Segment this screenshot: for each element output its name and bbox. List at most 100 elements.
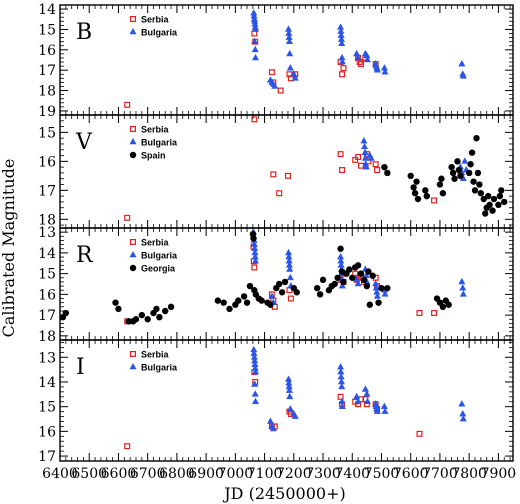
y-tick-label: 19 (38, 104, 56, 120)
data-point-georgia (366, 301, 373, 308)
panel-data (60, 228, 467, 325)
data-point-serbia (358, 61, 365, 68)
data-point-spain (457, 172, 464, 180)
data-point-georgia (258, 297, 265, 304)
data-point-georgia (115, 305, 122, 313)
data-point-georgia (132, 316, 140, 323)
panel-frame (59, 339, 514, 462)
x-tick-label: 7300 (305, 466, 341, 482)
data-point-georgia (138, 311, 146, 319)
data-point-bulgaria (373, 292, 381, 299)
data-point-bulgaria (354, 279, 362, 287)
y-tick-label: 15 (38, 22, 56, 38)
data-point-bulgaria (286, 49, 294, 57)
data-point-bulgaria (361, 385, 369, 392)
legend-marker-serbia (130, 239, 137, 246)
y-tick-label: 13 (38, 350, 56, 366)
data-point-serbia (124, 443, 131, 450)
x-axis-label: JD (2450000+) (222, 484, 345, 503)
x-tick-label: 6600 (101, 466, 137, 482)
data-point-bulgaria (286, 392, 294, 400)
legend-marker-serbia (130, 16, 137, 23)
data-point-georgia (384, 284, 391, 292)
data-point-georgia (319, 276, 327, 284)
data-point-bulgaria (252, 257, 260, 264)
x-tick-label: 7500 (364, 466, 400, 482)
panel-band-label: B (76, 20, 92, 45)
data-point-serbia (124, 214, 131, 221)
data-point-serbia (416, 310, 423, 317)
data-point-bulgaria (363, 390, 371, 397)
data-point-serbia (416, 430, 423, 437)
y-tick-label: 15 (38, 400, 56, 416)
x-axis: 6400650066006700680069007000710072007300… (42, 466, 516, 482)
data-point-bulgaria (269, 424, 277, 432)
panel-frame (59, 114, 514, 229)
y-tick-label: 17 (38, 449, 56, 465)
legend-label: Serbia (141, 350, 170, 360)
data-point-bulgaria (252, 53, 260, 61)
data-point-georgia (349, 274, 356, 281)
data-point-bulgaria (381, 290, 389, 297)
data-point-georgia (112, 299, 119, 306)
data-point-bulgaria (361, 142, 369, 150)
data-point-spain (484, 192, 492, 200)
data-point-spain (439, 190, 447, 197)
data-point-bulgaria (362, 163, 370, 170)
legend-marker-serbia (130, 351, 137, 358)
data-point-bulgaria (338, 282, 346, 289)
data-point-bulgaria (285, 37, 293, 44)
data-point-bulgaria (337, 377, 345, 385)
data-point-spain (381, 163, 388, 171)
data-point-bulgaria (337, 363, 345, 370)
data-point-bulgaria (251, 380, 259, 387)
y-tick-label: 17 (38, 308, 56, 324)
x-tick-label: 7800 (451, 466, 487, 482)
data-point-bulgaria (252, 368, 260, 375)
data-point-serbia (337, 393, 344, 400)
data-point-bulgaria (252, 25, 260, 32)
data-point-georgia (275, 280, 283, 288)
data-point-bulgaria (266, 417, 274, 424)
legend-label: Serbia (141, 15, 170, 25)
data-point-serbia (337, 151, 344, 158)
legend-label: Bulgaria (141, 28, 178, 38)
data-point-georgia (153, 305, 160, 313)
data-point-georgia (316, 291, 324, 298)
data-point-spain (470, 178, 477, 185)
x-tick-label: 6700 (130, 466, 166, 482)
data-point-spain (486, 201, 493, 209)
data-point-bulgaria (271, 82, 279, 89)
data-point-georgia (445, 301, 452, 308)
data-point-bulgaria (286, 265, 294, 272)
panel-V: 15 16 17 18 V Serbia Bulgaria Spain (38, 114, 514, 229)
data-point-spain (438, 175, 445, 182)
x-tick-label: 6800 (159, 466, 195, 482)
x-tick-label: 7900 (481, 466, 517, 482)
data-point-bulgaria (268, 292, 276, 299)
panel-band-label: R (76, 243, 94, 268)
data-point-bulgaria (459, 72, 467, 79)
legend-marker-serbia (130, 125, 137, 132)
data-point-bulgaria (354, 53, 362, 61)
data-point-bulgaria (361, 148, 369, 155)
x-tick-label: 7700 (422, 466, 458, 482)
data-point-spain (467, 161, 474, 168)
panel-band-label: I (76, 355, 85, 380)
data-point-georgia (267, 301, 274, 308)
x-tick-label: 6500 (71, 466, 107, 482)
data-point-spain (454, 158, 461, 165)
panel-data (124, 116, 508, 221)
data-point-serbia (355, 154, 362, 161)
legend-label: Spain (141, 151, 166, 161)
data-point-bulgaria (353, 49, 361, 57)
y-tick-label: 15 (38, 125, 56, 141)
data-point-georgia (293, 289, 300, 296)
data-point-spain (476, 181, 483, 188)
data-point-serbia (431, 310, 438, 317)
data-point-bulgaria (338, 382, 346, 390)
data-point-bulgaria (338, 39, 346, 47)
data-point-serbia (284, 172, 291, 179)
data-point-bulgaria (291, 74, 299, 81)
